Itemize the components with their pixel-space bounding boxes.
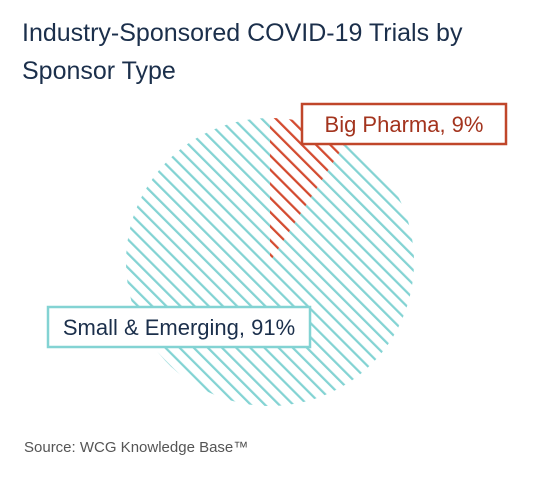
slice-label-small-emerging: Small & Emerging, 91% <box>63 315 295 340</box>
source-note: Source: WCG Knowledge Base™ <box>24 439 249 456</box>
callout-small-emerging: Small & Emerging, 91% <box>46 305 312 349</box>
chart-title: Industry-Sponsored COVID-19 Trials by Sp… <box>22 19 463 85</box>
callout-big-pharma-box <box>300 102 508 146</box>
pie-slice-big-pharma <box>270 118 348 262</box>
pie-slice-small-emerging <box>126 118 414 407</box>
pie-slices <box>126 118 414 407</box>
callout-small-emerging-box <box>46 305 312 349</box>
slice-label-big-pharma: Big Pharma, 9% <box>325 112 484 137</box>
callout-big-pharma: Big Pharma, 9% <box>300 102 508 146</box>
